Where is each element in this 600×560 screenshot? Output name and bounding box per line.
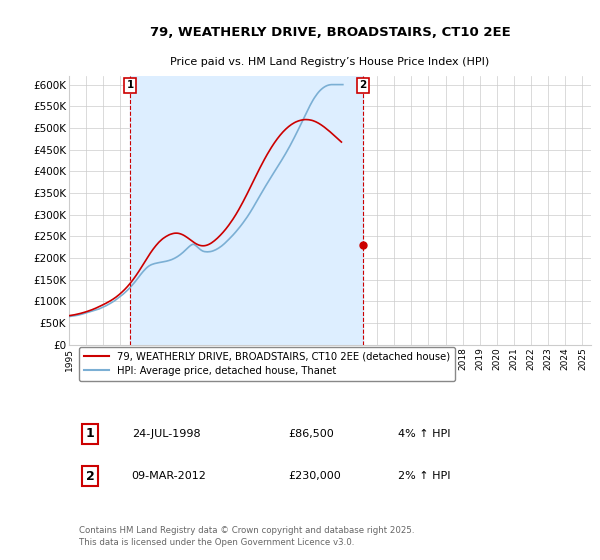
Text: 79, WEATHERLY DRIVE, BROADSTAIRS, CT10 2EE: 79, WEATHERLY DRIVE, BROADSTAIRS, CT10 2… [149,26,511,39]
Text: 1: 1 [86,427,94,441]
Text: £86,500: £86,500 [288,429,334,439]
Text: Contains HM Land Registry data © Crown copyright and database right 2025.
This d: Contains HM Land Registry data © Crown c… [79,526,415,547]
Text: 4% ↑ HPI: 4% ↑ HPI [398,429,451,439]
Text: 2: 2 [359,80,367,90]
Text: 2: 2 [86,470,94,483]
Bar [130,76,363,345]
Text: Price paid vs. HM Land Registry’s House Price Index (HPI): Price paid vs. HM Land Registry’s House … [170,57,490,67]
Text: 1: 1 [127,80,134,90]
Text: £230,000: £230,000 [288,471,341,481]
Text: 09-MAR-2012: 09-MAR-2012 [131,471,206,481]
Text: 24-JUL-1998: 24-JUL-1998 [131,429,200,439]
Text: 2% ↑ HPI: 2% ↑ HPI [398,471,451,481]
Legend: 79, WEATHERLY DRIVE, BROADSTAIRS, CT10 2EE (detached house), HPI: Average price,: 79, WEATHERLY DRIVE, BROADSTAIRS, CT10 2… [79,347,455,381]
